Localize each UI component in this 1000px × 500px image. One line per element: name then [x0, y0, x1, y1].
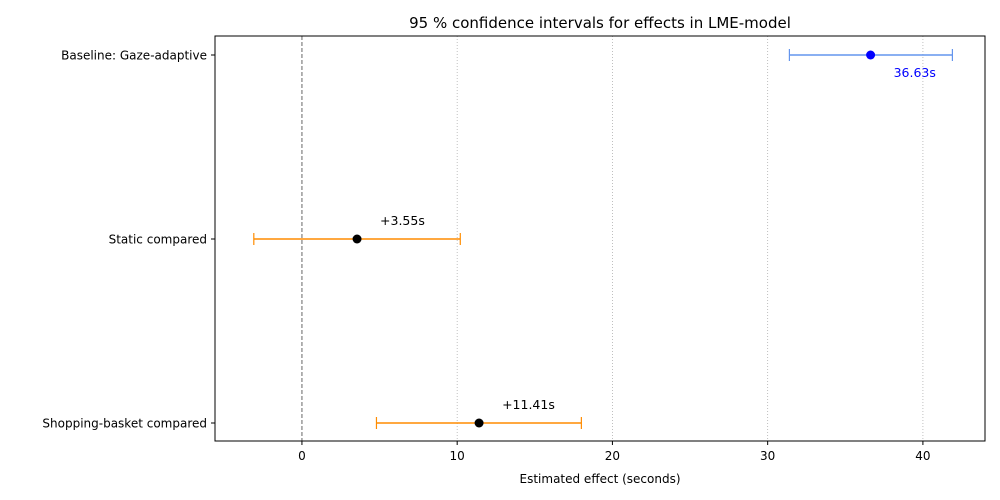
y-tick-label: Shopping-basket compared [42, 417, 207, 431]
y-tick-label: Static compared [109, 233, 207, 247]
estimate-data-label: +3.55s [380, 213, 425, 228]
chart-title: 95 % confidence intervals for effects in… [409, 14, 791, 32]
estimate-point [352, 234, 362, 244]
y-axis-ticks: Baseline: Gaze-adaptive Static compared Sh… [42, 49, 215, 431]
estimate-data-label: +11.41s [502, 397, 555, 412]
estimate-point [474, 418, 484, 428]
y-tick-label: Baseline: Gaze-adaptive [61, 49, 207, 63]
x-tick-label: 0 [298, 449, 306, 463]
x-tick-label: 30 [760, 449, 775, 463]
marks-layer: 36.63s +3.55s +11.41s [253, 49, 953, 429]
grid-layer [456, 36, 924, 441]
estimate-data-label: 36.63s [894, 65, 936, 80]
x-tick-label: 40 [915, 449, 930, 463]
x-axis-ticks: 0 10 20 30 40 [298, 441, 931, 463]
x-tick-label: 20 [605, 449, 620, 463]
x-axis-label: Estimated effect (seconds) [520, 472, 681, 486]
estimate-point [866, 50, 876, 60]
x-tick-label: 10 [450, 449, 465, 463]
